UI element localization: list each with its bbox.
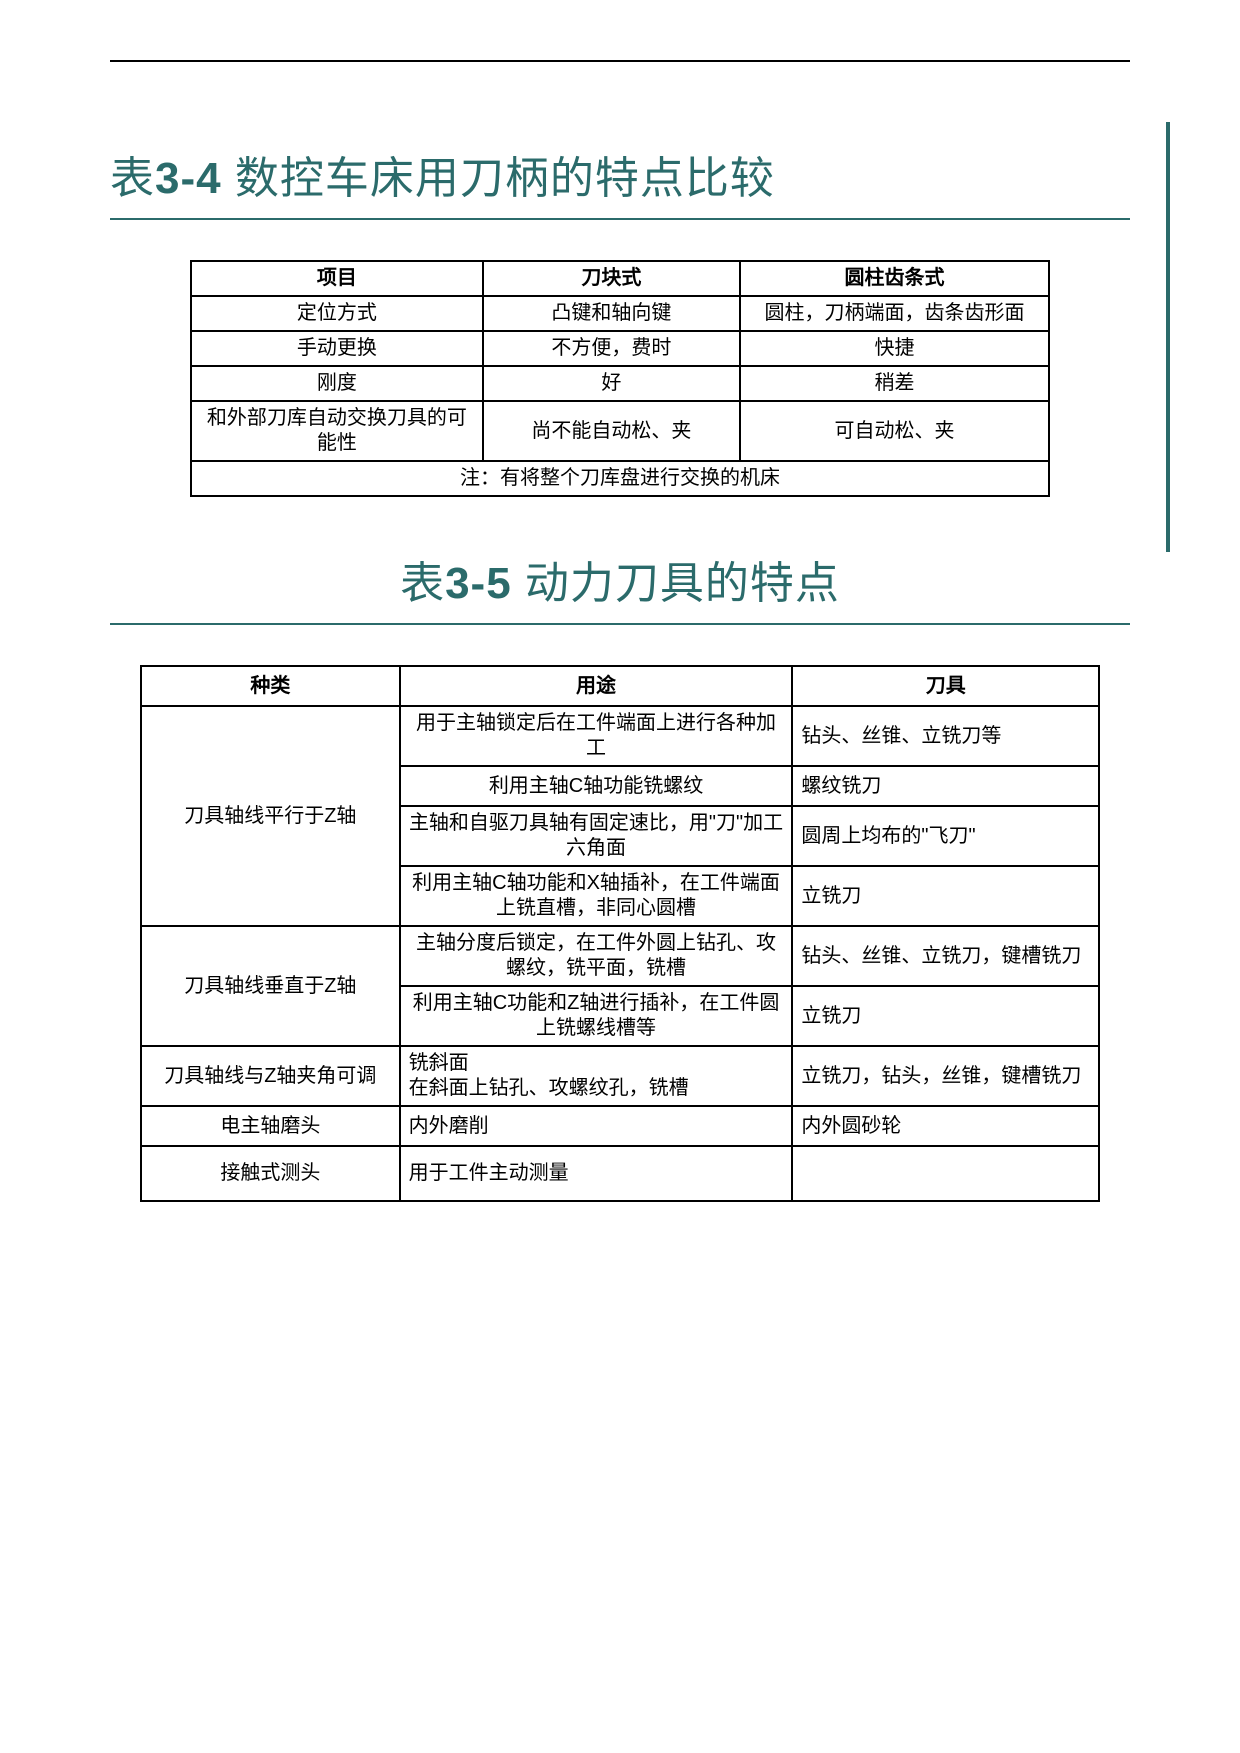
cell: 立铣刀 bbox=[792, 866, 1099, 926]
table-row: 和外部刀库自动交换刀具的可能性 尚不能自动松、夹 可自动松、夹 bbox=[191, 401, 1049, 461]
title-text: 动力刀具的特点 bbox=[512, 559, 840, 608]
section-table-3-5: 表3-5 动力刀具的特点 种类 用途 刀具 刀具轴线平行于Z轴 用于主轴锁定后在… bbox=[110, 547, 1130, 1202]
cell: 刚度 bbox=[191, 366, 483, 401]
col-header: 用途 bbox=[400, 666, 793, 706]
cell: 定位方式 bbox=[191, 296, 483, 331]
table-row: 接触式测头 用于工件主动测量 bbox=[141, 1146, 1099, 1201]
col-header: 圆柱齿条式 bbox=[740, 261, 1049, 296]
cell: 好 bbox=[483, 366, 740, 401]
title-underline: 表3-4 数控车床用刀柄的特点比较 bbox=[110, 142, 1130, 220]
title-text: 数控车床用刀柄的特点比较 bbox=[222, 154, 775, 203]
title-prefix: 表 bbox=[400, 559, 445, 608]
note-cell: 注：有将整个刀库盘进行交换的机床 bbox=[191, 461, 1049, 496]
cell: 铣斜面 在斜面上钻孔、攻螺纹孔，铣槽 bbox=[400, 1046, 793, 1106]
col-header: 刀具 bbox=[792, 666, 1099, 706]
cell: 立铣刀 bbox=[792, 986, 1099, 1046]
type-cell: 刀具轴线垂直于Z轴 bbox=[141, 926, 400, 1046]
type-cell: 刀具轴线平行于Z轴 bbox=[141, 706, 400, 926]
cell: 螺纹铣刀 bbox=[792, 766, 1099, 806]
table-header-row: 种类 用途 刀具 bbox=[141, 666, 1099, 706]
side-accent-bar bbox=[1166, 122, 1170, 552]
cell: 主轴分度后锁定，在工件外圆上钻孔、攻螺纹，铣平面，铣槽 bbox=[400, 926, 793, 986]
cell: 利用主轴C功能和Z轴进行插补，在工件圆上铣螺线槽等 bbox=[400, 986, 793, 1046]
col-header: 项目 bbox=[191, 261, 483, 296]
title-number: 3-4 bbox=[155, 154, 222, 203]
title-number: 3-5 bbox=[445, 559, 512, 608]
cell: 立铣刀，钻头，丝锥，键槽铣刀 bbox=[792, 1046, 1099, 1106]
cell: 钻头、丝锥、立铣刀，键槽铣刀 bbox=[792, 926, 1099, 986]
cell: 凸键和轴向键 bbox=[483, 296, 740, 331]
cell: 钻头、丝锥、立铣刀等 bbox=[792, 706, 1099, 766]
cell: 内外圆砂轮 bbox=[792, 1106, 1099, 1146]
table-row: 手动更换 不方便，费时 快捷 bbox=[191, 331, 1049, 366]
table-header-row: 项目 刀块式 圆柱齿条式 bbox=[191, 261, 1049, 296]
col-header: 种类 bbox=[141, 666, 400, 706]
document-page: 表3-4 数控车床用刀柄的特点比较 项目 刀块式 圆柱齿条式 定位方式 凸键和轴… bbox=[0, 0, 1240, 1312]
cell: 可自动松、夹 bbox=[740, 401, 1049, 461]
cell bbox=[792, 1146, 1099, 1201]
cell: 手动更换 bbox=[191, 331, 483, 366]
type-cell: 刀具轴线与Z轴夹角可调 bbox=[141, 1046, 400, 1106]
type-cell: 电主轴磨头 bbox=[141, 1106, 400, 1146]
table-3-5: 种类 用途 刀具 刀具轴线平行于Z轴 用于主轴锁定后在工件端面上进行各种加工 钻… bbox=[140, 665, 1100, 1202]
cell: 和外部刀库自动交换刀具的可能性 bbox=[191, 401, 483, 461]
title-prefix: 表 bbox=[110, 154, 155, 203]
cell: 主轴和自驱刀具轴有固定速比，用"刀"加工六角面 bbox=[400, 806, 793, 866]
cell: 圆周上均布的"飞刀" bbox=[792, 806, 1099, 866]
cell: 圆柱，刀柄端面，齿条齿形面 bbox=[740, 296, 1049, 331]
section-table-3-4: 表3-4 数控车床用刀柄的特点比较 项目 刀块式 圆柱齿条式 定位方式 凸键和轴… bbox=[110, 142, 1130, 497]
cell: 利用主轴C轴功能和X轴插补，在工件端面上铣直槽，非同心圆槽 bbox=[400, 866, 793, 926]
table-row: 定位方式 凸键和轴向键 圆柱，刀柄端面，齿条齿形面 bbox=[191, 296, 1049, 331]
cell: 用于主轴锁定后在工件端面上进行各种加工 bbox=[400, 706, 793, 766]
table-row: 刀具轴线与Z轴夹角可调 铣斜面 在斜面上钻孔、攻螺纹孔，铣槽 立铣刀，钻头，丝锥… bbox=[141, 1046, 1099, 1106]
cell: 快捷 bbox=[740, 331, 1049, 366]
table-row: 刀具轴线平行于Z轴 用于主轴锁定后在工件端面上进行各种加工 钻头、丝锥、立铣刀等 bbox=[141, 706, 1099, 766]
type-cell: 接触式测头 bbox=[141, 1146, 400, 1201]
table-row: 刀具轴线垂直于Z轴 主轴分度后锁定，在工件外圆上钻孔、攻螺纹，铣平面，铣槽 钻头… bbox=[141, 926, 1099, 986]
cell: 内外磨削 bbox=[400, 1106, 793, 1146]
section-title: 表3-4 数控车床用刀柄的特点比较 bbox=[110, 142, 1130, 206]
table-3-4: 项目 刀块式 圆柱齿条式 定位方式 凸键和轴向键 圆柱，刀柄端面，齿条齿形面 手… bbox=[190, 260, 1050, 497]
cell: 稍差 bbox=[740, 366, 1049, 401]
title-underline: 表3-5 动力刀具的特点 bbox=[110, 547, 1130, 625]
cell: 用于工件主动测量 bbox=[400, 1146, 793, 1201]
section-title: 表3-5 动力刀具的特点 bbox=[110, 547, 1130, 611]
col-header: 刀块式 bbox=[483, 261, 740, 296]
cell: 利用主轴C轴功能铣螺纹 bbox=[400, 766, 793, 806]
table-row: 电主轴磨头 内外磨削 内外圆砂轮 bbox=[141, 1106, 1099, 1146]
cell: 不方便，费时 bbox=[483, 331, 740, 366]
top-horizontal-rule bbox=[110, 60, 1130, 62]
cell: 尚不能自动松、夹 bbox=[483, 401, 740, 461]
table-row: 刚度 好 稍差 bbox=[191, 366, 1049, 401]
table-note-row: 注：有将整个刀库盘进行交换的机床 bbox=[191, 461, 1049, 496]
